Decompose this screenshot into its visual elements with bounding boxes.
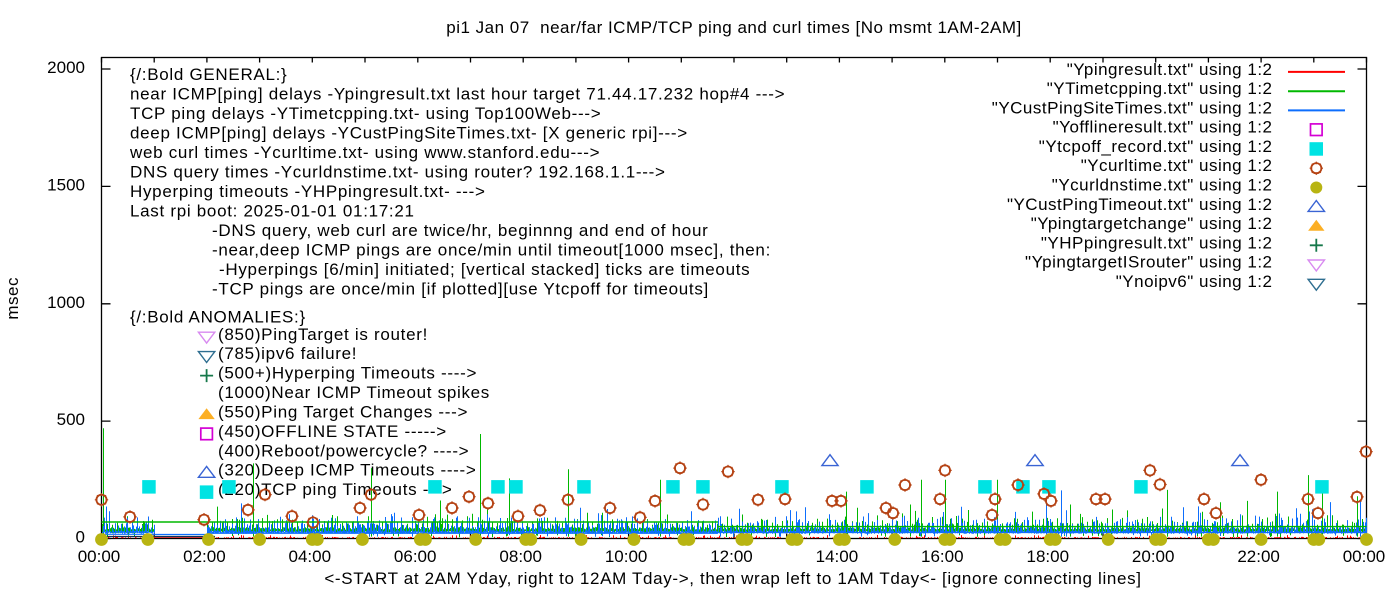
svg-text:500: 500 <box>57 410 85 429</box>
svg-text:06:00: 06:00 <box>394 547 437 566</box>
svg-text:1500: 1500 <box>47 175 85 194</box>
svg-text:"Ycurltime.txt" using 1:2: "Ycurltime.txt" using 1:2 <box>1081 156 1273 175</box>
svg-text:(220)TCP ping Timeouts --->: (220)TCP ping Timeouts ---> <box>218 480 452 499</box>
svg-text:{/:Bold ANOMALIES:}: {/:Bold ANOMALIES:} <box>130 307 306 326</box>
svg-text:"YpingtargetISrouter" using 1:: "YpingtargetISrouter" using 1:2 <box>1025 253 1272 272</box>
svg-text:"Ytcpoff_record.txt" using 1:2: "Ytcpoff_record.txt" using 1:2 <box>1039 137 1273 156</box>
svg-text:0: 0 <box>76 528 85 547</box>
svg-text:"Ycurldnstime.txt" using 1:2: "Ycurldnstime.txt" using 1:2 <box>1052 176 1273 195</box>
svg-text:web curl times -Ycurltime.txt-: web curl times -Ycurltime.txt- using www… <box>129 143 600 162</box>
svg-text:1000: 1000 <box>47 293 85 312</box>
svg-text:deep ICMP[ping] delays -YCustP: deep ICMP[ping] delays -YCustPingSiteTim… <box>130 124 688 143</box>
svg-text:"YCustPingTimeout.txt" using 1: "YCustPingTimeout.txt" using 1:2 <box>1007 195 1273 214</box>
svg-text:"Ynoipv6" using 1:2: "Ynoipv6" using 1:2 <box>1116 272 1273 291</box>
svg-text:04:00: 04:00 <box>289 547 332 566</box>
svg-text:20:00: 20:00 <box>1132 547 1175 566</box>
svg-text:Hyperping timeouts -YHPpingres: Hyperping timeouts -YHPpingresult.txt- -… <box>130 182 486 201</box>
svg-text:Last rpi boot: 2025-01-01 01:1: Last rpi boot: 2025-01-01 01:17:21 <box>130 202 415 221</box>
svg-text:-Hyperpings [6/min] initiated;: -Hyperpings [6/min] initiated; [vertical… <box>219 260 750 279</box>
svg-text:22:00: 22:00 <box>1237 547 1280 566</box>
svg-text:14:00: 14:00 <box>816 547 859 566</box>
svg-text:-near,deep ICMP pings are once: -near,deep ICMP pings are once/min until… <box>212 241 771 260</box>
svg-text:"Ypingresult.txt" using 1:2: "Ypingresult.txt" using 1:2 <box>1067 60 1273 79</box>
svg-text:"YTimetcpping.txt" using 1:2: "YTimetcpping.txt" using 1:2 <box>1047 79 1273 98</box>
svg-text:DNS query times -Ycurldnstime.: DNS query times -Ycurldnstime.txt- using… <box>130 163 666 182</box>
svg-text:16:00: 16:00 <box>921 547 964 566</box>
svg-text:TCP ping delays -YTimetcpping.: TCP ping delays -YTimetcpping.txt- using… <box>130 104 601 123</box>
svg-text:"YHPpingresult.txt" using 1:2: "YHPpingresult.txt" using 1:2 <box>1041 233 1273 252</box>
svg-text:(450)OFFLINE STATE ----->: (450)OFFLINE STATE -----> <box>218 422 447 441</box>
svg-text:00:00: 00:00 <box>78 547 121 566</box>
svg-text:(400)Reboot/powercycle? ---->: (400)Reboot/powercycle? ----> <box>218 441 469 460</box>
svg-text:<-START at 2AM Yday, right to: <-START at 2AM Yday, right to 12AM Tday-… <box>324 569 1141 588</box>
svg-text:msec: msec <box>3 277 22 320</box>
svg-text:"Yofflineresult.txt" using 1:2: "Yofflineresult.txt" using 1:2 <box>1053 118 1273 137</box>
svg-text:pi1 Jan 07 near/far ICMP/TCP: pi1 Jan 07 near/far ICMP/TCP ping and cu… <box>446 18 1022 37</box>
svg-text:(1000)Near ICMP Timeout spikes: (1000)Near ICMP Timeout spikes <box>218 383 490 402</box>
svg-text:-TCP pings are once/min [if pl: -TCP pings are once/min [if plotted][use… <box>212 280 709 299</box>
svg-text:(500+)Hyperping Timeouts ---->: (500+)Hyperping Timeouts ----> <box>218 364 477 383</box>
svg-text:"YCustPingSiteTimes.txt" using: "YCustPingSiteTimes.txt" using 1:2 <box>992 98 1273 117</box>
svg-text:{/:Bold GENERAL:}: {/:Bold GENERAL:} <box>130 65 287 84</box>
svg-text:near ICMP[ping] delays -Ypingr: near ICMP[ping] delays -Ypingresult.txt … <box>130 85 785 104</box>
svg-text:02:00: 02:00 <box>183 547 226 566</box>
svg-text:-DNS query, web curl are twice: -DNS query, web curl are twice/hr, begin… <box>212 221 708 240</box>
svg-text:(320)Deep ICMP Timeouts ---->: (320)Deep ICMP Timeouts ----> <box>218 461 477 480</box>
svg-text:00:00: 00:00 <box>1343 547 1386 566</box>
svg-text:(850)PingTarget is router!: (850)PingTarget is router! <box>218 325 428 344</box>
svg-text:"Ypingtargetchange" using 1:2: "Ypingtargetchange" using 1:2 <box>1031 214 1273 233</box>
svg-text:(785)ipv6 failure!: (785)ipv6 failure! <box>218 344 357 363</box>
svg-text:18:00: 18:00 <box>1027 547 1070 566</box>
svg-text:10:00: 10:00 <box>605 547 648 566</box>
svg-text:12:00: 12:00 <box>710 547 753 566</box>
svg-text:08:00: 08:00 <box>499 547 542 566</box>
svg-text:2000: 2000 <box>47 58 85 77</box>
svg-text:(550)Ping Target Changes --->: (550)Ping Target Changes ---> <box>218 403 468 422</box>
